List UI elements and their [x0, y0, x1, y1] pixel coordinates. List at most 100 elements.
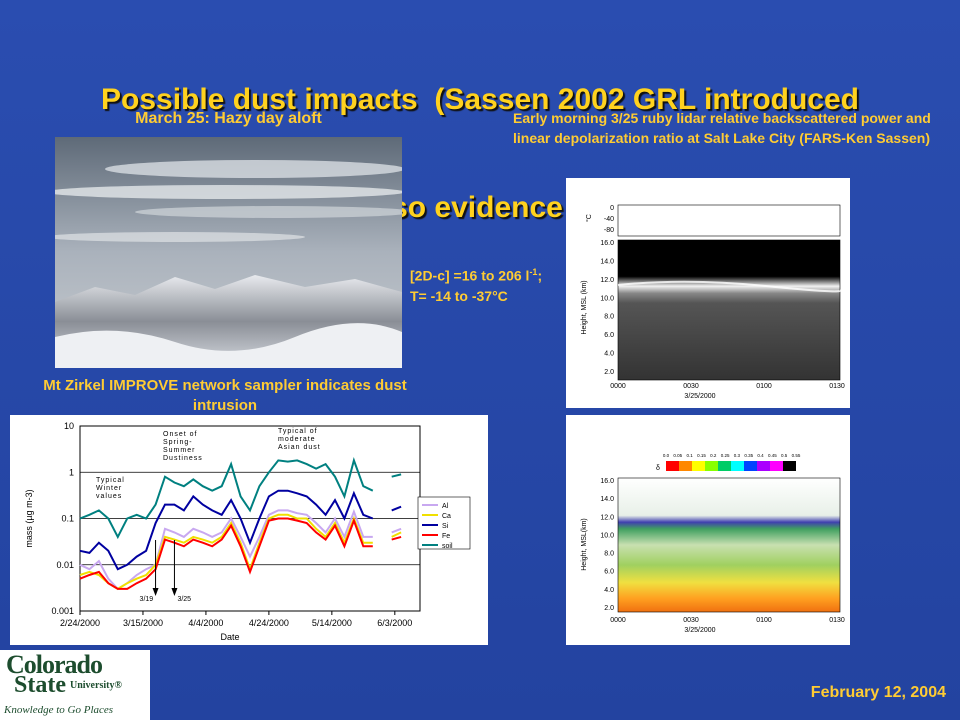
photo — [55, 137, 402, 368]
annotation: Typical — [96, 477, 125, 484]
colorbar-tick-label: 0.55 — [792, 453, 801, 458]
colorbar-cell — [692, 461, 705, 471]
legend-label: Fe — [442, 533, 450, 540]
lidar-x-tick-label: 0030 — [683, 617, 699, 624]
photo-caption: March 25: Hazy day aloft — [135, 110, 322, 127]
lidar-x-tick-label: 0100 — [756, 617, 772, 624]
arrow-label: 3/25 — [177, 596, 191, 603]
lidar-y-tick-label: 6.0 — [604, 332, 614, 339]
lidar-y-tick-label: 14.0 — [600, 258, 614, 265]
lidar-y-tick-label: 10.0 — [600, 532, 614, 539]
x-tick-label: 6/3/2000 — [377, 618, 412, 628]
colorbar-cell — [757, 461, 770, 471]
y-tick-label: 0.1 — [61, 514, 74, 524]
lidar-y-tick-label: 10.0 — [600, 295, 614, 302]
lidar-y-tick-label: 8.0 — [604, 551, 614, 558]
annotation: values — [96, 493, 122, 500]
lidar-y-tick-label: 4.0 — [604, 587, 614, 594]
annotation: Winter — [96, 485, 122, 492]
colorbar-tick-label: 0.3 — [734, 453, 741, 458]
x-tick-label: 2/24/2000 — [60, 618, 100, 628]
lidar-y-tick-label: 2.0 — [604, 605, 614, 612]
x-tick-label: 4/4/2000 — [188, 618, 223, 628]
colorbar-tick-label: 0.2 — [710, 453, 717, 458]
colorbar-cell — [744, 461, 757, 471]
series-line — [79, 457, 402, 540]
lidar-y-tick-label: 14.0 — [600, 496, 614, 503]
colorbar-cell — [679, 461, 692, 471]
lidar-caption: Early morning 3/25 ruby lidar relative b… — [513, 110, 931, 146]
arrow-label: 3/19 — [140, 596, 154, 603]
colorbar-tick-label: 0.15 — [697, 453, 706, 458]
series-line — [79, 513, 402, 591]
colorbar-tick-label: 0.4 — [757, 453, 764, 458]
colorbar-tick-label: 0.25 — [721, 453, 730, 458]
lidar-y-tick-label: 12.0 — [600, 277, 614, 284]
annotation: moderate — [278, 436, 316, 443]
temp-tick-label: 0 — [610, 205, 614, 212]
series-line — [79, 489, 402, 571]
temp-unit: °C — [585, 214, 593, 222]
colorbar-tick-label: 0.35 — [744, 453, 753, 458]
lidar-x-tick-label: 0000 — [610, 383, 626, 390]
series-line — [79, 517, 402, 590]
y-tick-label: 0.01 — [56, 560, 74, 570]
x-tick-label: 4/24/2000 — [249, 618, 289, 628]
improve-caption: Mt Zirkel IMPROVE network sampler indica… — [43, 377, 407, 414]
colorbar-tick-label: 0.05 — [673, 453, 682, 458]
legend-label: Ca — [442, 513, 451, 520]
lidar-y-tick-label: 8.0 — [604, 314, 614, 321]
colorbar-tick-label: 0.1 — [687, 453, 694, 458]
colorbar-cell — [705, 461, 718, 471]
colorbar-tick-label: 0.5 — [781, 453, 788, 458]
annotation: Summer — [163, 447, 195, 454]
lidar-x-tick-label: 0130 — [829, 383, 845, 390]
colorbar-tick-label: 0.0 — [663, 453, 670, 458]
legend-label: Si — [442, 523, 449, 530]
lidar-power-image: 16.0 14.0 12.0 10.0 8.0 6.0 4.0 2.0 0000 0030 0100… — [566, 178, 850, 408]
lidar-x-tick-label: 0100 — [756, 383, 772, 390]
arrow-head — [171, 588, 178, 596]
annotation: Spring- — [163, 439, 193, 446]
annotation: Asian dust — [278, 444, 321, 451]
legend-label: soil — [442, 543, 453, 550]
lidar-y-tick-label: 2.0 — [604, 369, 614, 376]
lidar-x-label: 3/25/2000 — [684, 393, 715, 400]
note-superscript: -1 — [529, 267, 538, 277]
crystal-note: [2D-c] =16 to 206 l-1; T= -14 to -37°C — [410, 262, 550, 306]
x-tick-label: 5/14/2000 — [312, 618, 352, 628]
lidar-x-tick-label: 0030 — [683, 383, 699, 390]
lidar-y-tick-label: 12.0 — [600, 514, 614, 521]
colorbar-cell — [770, 461, 783, 471]
x-axis-label: Date — [220, 632, 239, 642]
lidar-y-label: Height, MSL (km) — [581, 280, 588, 334]
colorbar-cell — [783, 461, 796, 471]
y-tick-label: 0.001 — [51, 606, 74, 616]
lidar-x-tick-label: 0000 — [610, 617, 626, 624]
y-tick-label: 1 — [69, 467, 74, 477]
legend-label: Al — [442, 503, 449, 510]
colorbar-symbol: δ — [656, 465, 660, 472]
logo-tagline: Knowledge to Go Places — [4, 704, 114, 716]
lidar-y-tick-label: 16.0 — [600, 478, 614, 485]
annotation: Dustiness — [163, 455, 203, 462]
y-tick-label: 10 — [64, 421, 74, 431]
lidar-y-tick-label: 6.0 — [604, 569, 614, 576]
logo-line: State — [14, 672, 66, 698]
lidar-y-tick-label: 16.0 — [600, 240, 614, 247]
slide-date: February 12, 2004 — [810, 684, 946, 701]
chart-panel — [10, 415, 488, 645]
logo-line: University® — [70, 680, 122, 691]
lidar-x-label: 3/25/2000 — [684, 627, 715, 634]
x-tick-label: 3/15/2000 — [123, 618, 163, 628]
title-line: Possible dust impacts (Sassen 2002 GRL i… — [100, 83, 859, 116]
lidar-y-tick-label: 4.0 — [604, 351, 614, 358]
y-axis-label: mass (µg m-3) — [24, 489, 34, 547]
note-text: [2D-c] =16 to 206 l — [410, 267, 530, 284]
lidar-x-tick-label: 0130 — [829, 617, 845, 624]
colorbar-cell — [718, 461, 731, 471]
logo-line: Colorado — [6, 650, 103, 679]
colorbar-cell — [666, 461, 679, 471]
